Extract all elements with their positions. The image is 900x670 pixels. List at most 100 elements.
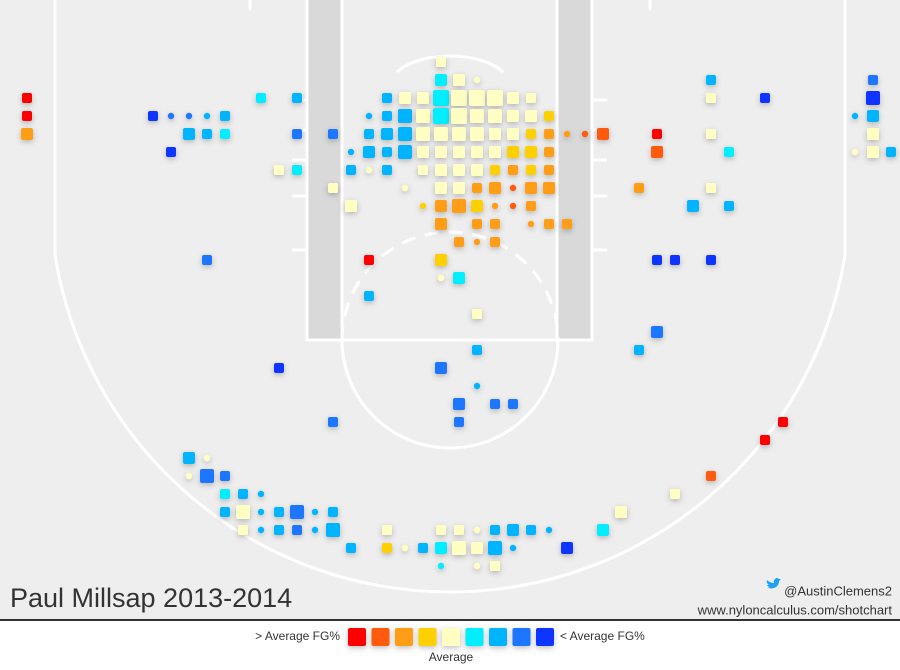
shot-square [652,255,662,265]
shot-square [292,165,302,175]
court-lines [53,0,847,594]
shot-square [417,146,429,158]
shot-dot [257,490,265,498]
chart-title: Paul Millsap 2013-2014 [10,583,292,613]
shot-square [490,399,500,409]
shot-square [148,111,158,121]
shot-square [202,255,212,265]
shot-dot [347,148,355,156]
shot-square [382,147,392,157]
shot-square [398,145,412,159]
shot-square [220,129,230,139]
shot-square [544,129,554,139]
shot-square [454,417,464,427]
shot-square [526,129,536,139]
legend-swatch [395,628,413,646]
shot-square [488,109,502,123]
shot-square [706,129,716,139]
shot-dot [851,148,859,156]
shot-square [435,164,447,176]
shot-square [508,165,518,175]
shot-square [562,219,572,229]
shot-square [274,363,284,373]
shot-dot [527,220,535,228]
shot-square [381,128,393,140]
shot-square [866,91,880,105]
shot-square [706,75,716,85]
shot-square [867,146,879,158]
shot-square [382,111,392,121]
shot-square [220,489,230,499]
shot-square [526,165,536,175]
twitter-icon [766,578,781,589]
shot-square [634,183,644,193]
shot-square [22,111,32,121]
shot-square [706,183,716,193]
shot-dot [185,112,193,120]
shot-dot [185,472,193,480]
shot-square [435,254,447,266]
shot-square [470,127,484,141]
shot-square [183,128,195,140]
legend-swatch [489,628,507,646]
shot-square [453,182,465,194]
shot-square [346,543,356,553]
shot-square [292,129,302,139]
shot-square [471,200,483,212]
shot-square [615,506,627,518]
shot-dot [203,112,211,120]
shot-square [472,183,482,193]
shot-square [597,524,609,536]
shot-square [435,218,447,230]
shot-square [416,127,430,141]
shot-square [292,525,302,535]
shot-dot [851,112,859,120]
credit: @AustinClemens2 [784,583,892,598]
shot-square [433,108,449,124]
shot-square [490,219,500,229]
shot-dot [491,202,499,210]
shot-dot [473,382,481,390]
shot-square [451,90,467,106]
shot-square [471,542,483,554]
legend-swatch [442,628,460,646]
shot-square [453,272,465,284]
shot-square [868,75,878,85]
shot-dot [167,112,175,120]
shot-square [364,255,374,265]
shot-square [433,90,449,106]
shot-square [490,561,500,571]
shot-square [544,147,554,157]
shot-dot [257,508,265,516]
shot-dot [473,562,481,570]
shot-square [399,92,411,104]
shot-square [364,291,374,301]
shot-square [526,525,536,535]
shot-square [470,109,484,123]
shot-square [525,110,537,122]
legend-swatch [418,628,437,646]
shot-square [453,74,465,86]
shot-square [507,92,519,104]
shot-square [382,543,392,553]
shot-square [238,489,248,499]
legend-swatch [371,628,390,646]
shot-square [526,93,536,103]
shot-square [867,128,879,140]
shot-square [328,183,338,193]
shot-square [236,505,250,519]
shot-dot [257,526,265,534]
shot-square [760,435,770,445]
shot-square [435,146,447,158]
shot-square [274,165,284,175]
shot-square [651,326,663,338]
shot-square [487,90,503,106]
shot-dot [473,238,481,246]
court-floor [0,0,900,620]
shot-square [472,309,482,319]
shot-square [471,164,483,176]
shot-dot [365,112,373,120]
shot-square [364,129,374,139]
shot-square [416,109,430,123]
